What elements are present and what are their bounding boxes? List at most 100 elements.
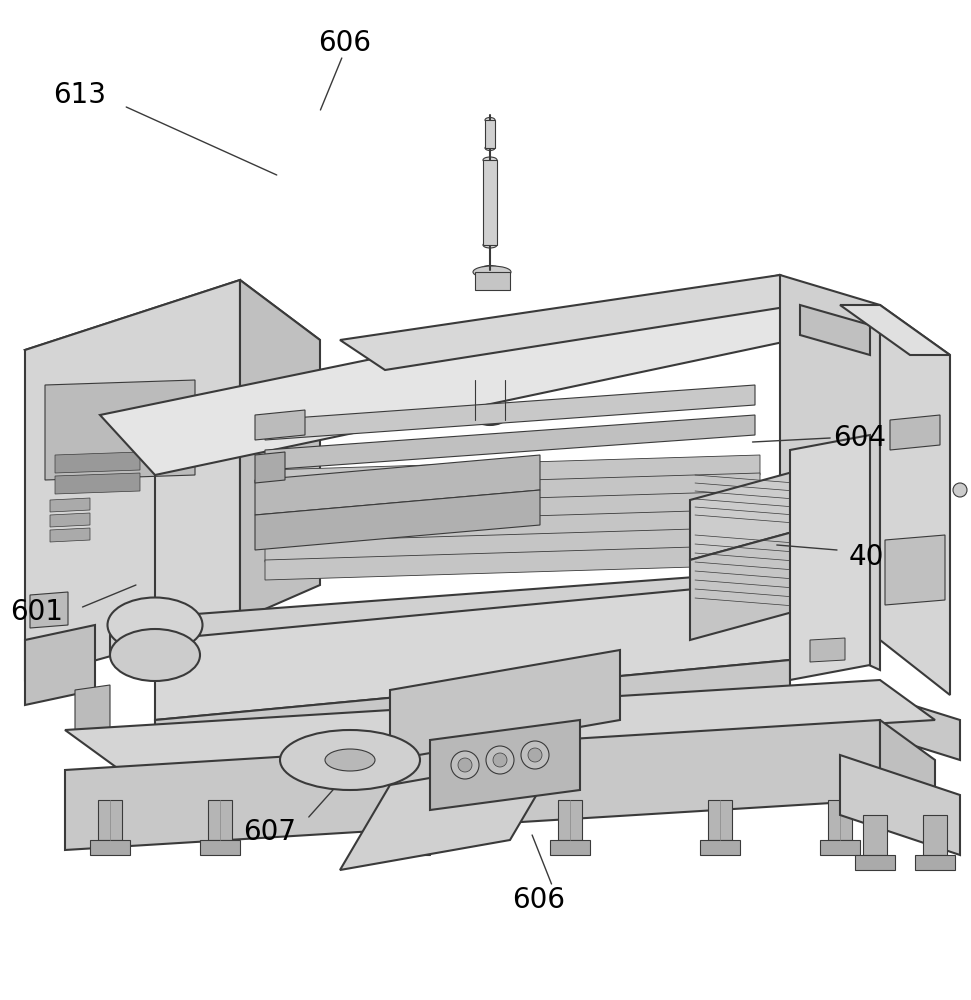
Polygon shape	[45, 380, 195, 480]
Polygon shape	[25, 625, 95, 705]
Text: 40: 40	[849, 543, 884, 571]
Circle shape	[63, 658, 67, 662]
Polygon shape	[265, 509, 760, 544]
Polygon shape	[828, 800, 852, 840]
Circle shape	[953, 483, 967, 497]
Polygon shape	[265, 527, 760, 562]
Circle shape	[63, 668, 67, 672]
Text: 604: 604	[833, 424, 886, 452]
Polygon shape	[790, 435, 870, 680]
Polygon shape	[820, 840, 860, 855]
Polygon shape	[923, 815, 947, 855]
Text: 606: 606	[513, 886, 565, 914]
Ellipse shape	[483, 242, 497, 248]
Circle shape	[63, 678, 67, 682]
Polygon shape	[255, 410, 305, 440]
Circle shape	[178, 428, 183, 432]
Polygon shape	[885, 535, 945, 605]
Polygon shape	[390, 840, 430, 855]
Circle shape	[327, 447, 333, 453]
Polygon shape	[890, 415, 940, 450]
Ellipse shape	[280, 730, 420, 790]
Polygon shape	[915, 855, 955, 870]
Text: 613: 613	[53, 81, 106, 109]
Polygon shape	[50, 395, 145, 450]
Polygon shape	[100, 275, 840, 475]
Circle shape	[837, 482, 853, 498]
Polygon shape	[840, 755, 960, 855]
Polygon shape	[75, 685, 110, 735]
Ellipse shape	[110, 629, 200, 681]
Polygon shape	[800, 305, 870, 355]
Ellipse shape	[485, 145, 495, 150]
Text: 606: 606	[318, 29, 371, 57]
Polygon shape	[65, 680, 935, 770]
Polygon shape	[690, 530, 800, 640]
Ellipse shape	[473, 266, 511, 278]
Polygon shape	[430, 720, 580, 810]
Polygon shape	[30, 592, 68, 628]
Polygon shape	[390, 650, 620, 760]
Circle shape	[53, 648, 57, 652]
Polygon shape	[880, 305, 950, 695]
Ellipse shape	[475, 411, 505, 425]
Polygon shape	[25, 280, 240, 680]
Text: 601: 601	[11, 598, 63, 626]
Circle shape	[53, 678, 57, 682]
Circle shape	[327, 459, 333, 465]
Polygon shape	[25, 280, 320, 415]
Circle shape	[528, 748, 542, 762]
Polygon shape	[155, 580, 790, 720]
Circle shape	[837, 632, 853, 648]
Circle shape	[53, 638, 57, 642]
Ellipse shape	[475, 373, 505, 387]
Polygon shape	[810, 638, 845, 662]
Polygon shape	[340, 275, 830, 370]
Polygon shape	[110, 625, 200, 655]
Polygon shape	[50, 498, 90, 512]
Circle shape	[168, 408, 173, 412]
Circle shape	[451, 751, 479, 779]
Text: 607: 607	[244, 818, 296, 846]
Polygon shape	[398, 800, 422, 840]
Circle shape	[837, 602, 853, 618]
Polygon shape	[265, 415, 755, 470]
Circle shape	[837, 542, 853, 558]
Polygon shape	[550, 840, 590, 855]
Circle shape	[486, 746, 514, 774]
Polygon shape	[265, 491, 760, 526]
Circle shape	[837, 572, 853, 588]
Polygon shape	[880, 720, 935, 840]
Polygon shape	[880, 695, 960, 760]
Polygon shape	[708, 800, 732, 840]
Circle shape	[837, 437, 853, 453]
Circle shape	[837, 512, 853, 528]
Polygon shape	[65, 720, 880, 850]
Polygon shape	[340, 755, 560, 870]
Polygon shape	[855, 855, 895, 870]
Polygon shape	[780, 275, 880, 670]
Polygon shape	[265, 473, 760, 508]
Polygon shape	[840, 305, 950, 355]
Polygon shape	[155, 660, 790, 760]
Circle shape	[327, 471, 333, 477]
Circle shape	[53, 658, 57, 662]
Circle shape	[63, 638, 67, 642]
Circle shape	[53, 668, 57, 672]
Circle shape	[173, 418, 178, 422]
Polygon shape	[863, 815, 887, 855]
Circle shape	[458, 758, 472, 772]
Circle shape	[493, 753, 507, 767]
Ellipse shape	[480, 265, 500, 274]
Polygon shape	[115, 570, 840, 660]
Ellipse shape	[325, 749, 375, 771]
Polygon shape	[155, 685, 195, 735]
Polygon shape	[208, 800, 232, 840]
Polygon shape	[255, 455, 540, 515]
Polygon shape	[55, 452, 140, 473]
Polygon shape	[690, 470, 800, 560]
Polygon shape	[98, 800, 122, 840]
Polygon shape	[265, 545, 760, 580]
Ellipse shape	[485, 117, 495, 122]
Polygon shape	[265, 455, 760, 490]
